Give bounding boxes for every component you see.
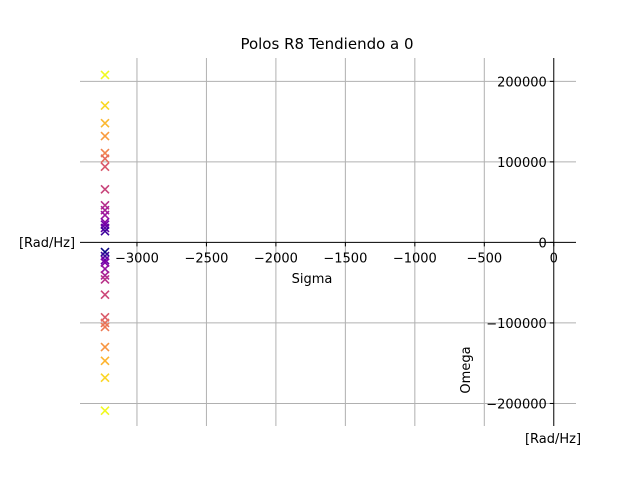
pole-marker-stroke [100, 318, 110, 328]
x-axis-label: Sigma [292, 272, 333, 287]
pole-marker-stroke [100, 270, 110, 280]
y-tick-label: 100000 [497, 156, 547, 171]
x-tick-label: −1000 [393, 251, 437, 266]
pole-marker [100, 100, 110, 111]
pole-marker [100, 342, 110, 352]
x-tick-label: −3000 [115, 251, 159, 266]
y-tick-label: −100000 [486, 317, 547, 332]
pole-marker [100, 406, 110, 416]
x-tick-label: −2500 [184, 251, 228, 266]
pole-marker-stroke [100, 255, 110, 265]
pole-marker-stroke [100, 290, 110, 300]
pole-marker-stroke [100, 162, 110, 172]
y-axis-unit: [Rad/Hz] [525, 432, 581, 447]
pole-marker [100, 270, 110, 280]
pole-marker-stroke [100, 406, 110, 416]
pole-marker [100, 223, 110, 233]
pole-marker-stroke [100, 118, 110, 128]
pole-marker [100, 373, 110, 383]
pole-marker [100, 70, 110, 80]
axes: −3000 −2500 −2000 −1500 −1000 −500 0 −200000 −10… [80, 58, 576, 426]
pole-marker [100, 226, 110, 236]
x-axis-unit: [Rad/Hz] [19, 236, 75, 251]
pole-marker [100, 210, 110, 220]
pole-marker [100, 247, 110, 257]
x-tick-label: −2000 [254, 251, 298, 266]
pole-marker [100, 118, 110, 128]
y-tick-label: 0 [538, 236, 546, 251]
x-tick-label: −1500 [323, 251, 367, 266]
pole-marker-stroke [100, 342, 110, 352]
pole-marker [100, 255, 110, 265]
y-tick-label: 200000 [497, 75, 547, 90]
pole-marker-stroke [100, 184, 110, 194]
pole-marker-stroke [100, 154, 110, 164]
pole-marker-stroke [100, 247, 110, 257]
pole-marker-stroke [100, 356, 110, 366]
pole-marker-stroke [100, 274, 110, 285]
y-tick-label: −200000 [486, 397, 547, 412]
pole-markers [100, 70, 110, 416]
pole-marker [100, 322, 110, 332]
y-axis-label: Omega [459, 346, 474, 393]
pole-marker [100, 318, 110, 328]
pole-marker-stroke [100, 226, 110, 236]
pole-marker-stroke [100, 322, 110, 332]
pole-marker-stroke [100, 100, 110, 111]
pole-marker [100, 356, 110, 366]
pole-marker-stroke [100, 131, 110, 141]
pole-marker-stroke [100, 70, 110, 80]
x-tick-label: −500 [466, 251, 502, 266]
pole-marker [100, 184, 110, 194]
pole-marker [100, 154, 110, 164]
pole-marker [100, 290, 110, 300]
chart-title: Polos R8 Tendiendo a 0 [240, 35, 413, 53]
pole-marker-stroke [100, 373, 110, 383]
pole-marker-stroke [100, 223, 110, 233]
pole-marker [100, 162, 110, 172]
pole-marker [100, 131, 110, 141]
pole-marker-stroke [100, 210, 110, 220]
pole-marker [100, 274, 110, 285]
